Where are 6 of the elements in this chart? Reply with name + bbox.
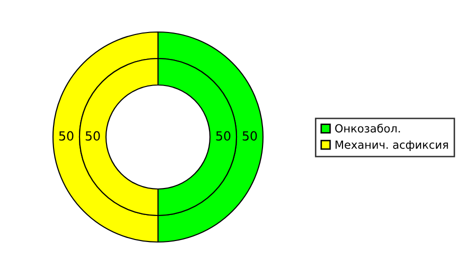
data-label: 50 (59, 131, 74, 141)
legend-label: Механич. асфиксия (336, 140, 448, 152)
legend-label: Онкозабол. (335, 124, 400, 133)
data-label: 50 (242, 131, 257, 141)
data-label: 50 (86, 131, 100, 141)
data-label: 50 (216, 131, 230, 141)
